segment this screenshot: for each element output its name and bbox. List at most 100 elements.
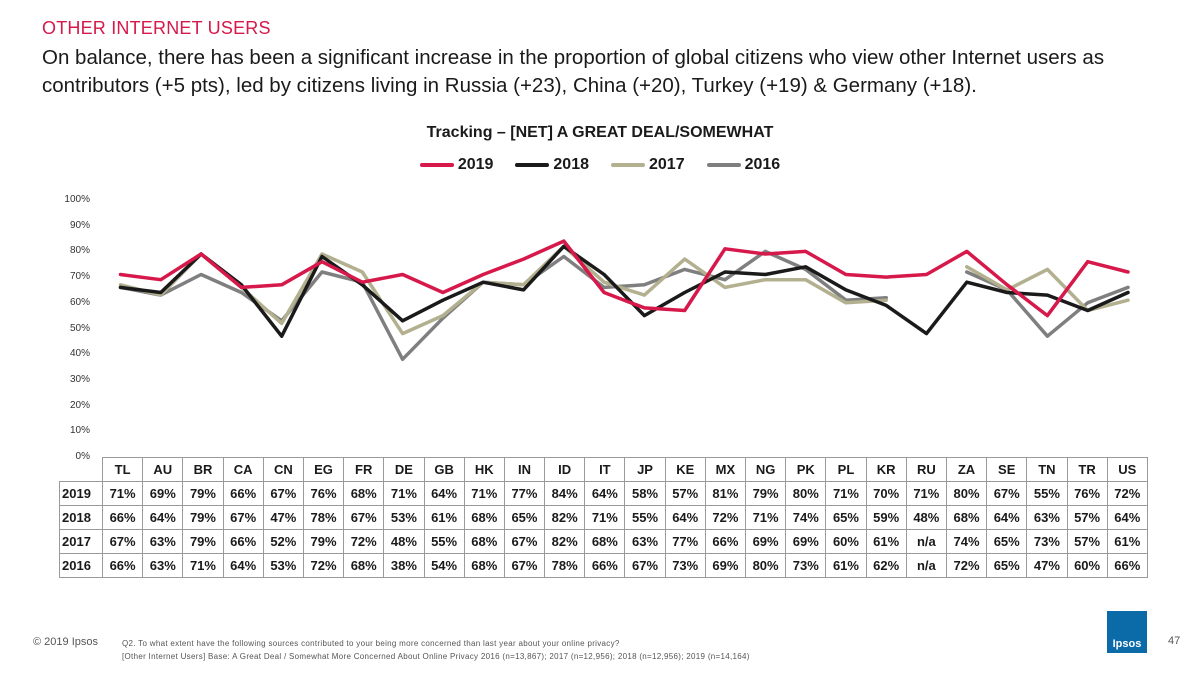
logo-text: Ipsos	[1112, 638, 1142, 650]
column-header-US: US	[1106, 457, 1148, 482]
copyright: © 2019 Ipsos	[33, 636, 98, 648]
table-row-2016: 2016 66% 63% 71% 64% 53% 72% 68% 38% 54% 68% 67% 78%…	[59, 553, 1148, 578]
table-cell: 53%	[383, 505, 425, 530]
point-2017-KR	[884, 298, 888, 302]
y-tick-label: 20%	[69, 399, 90, 411]
table-cell: 47%	[262, 505, 304, 530]
table-cell: 82%	[544, 505, 586, 530]
table-cell: 65%	[986, 529, 1028, 554]
column-header-TN: TN	[1026, 457, 1068, 482]
table-row-2018: 2018 66% 64% 79% 67% 47% 78% 67% 53% 61% 68% 65% 82%…	[59, 505, 1148, 530]
table-cell: 68%	[945, 505, 988, 530]
y-tick-label: 100%	[64, 194, 90, 205]
legend-label-2019: 2019	[457, 156, 494, 173]
table-cell: 79%	[744, 481, 787, 506]
point-2016-IT	[602, 285, 606, 289]
table-cell: n/a	[905, 529, 947, 554]
point-2018-US	[1126, 291, 1130, 294]
table-cell: 53%	[262, 553, 304, 578]
column-header-PL: PL	[825, 457, 867, 482]
table-cell: 66%	[101, 505, 144, 530]
point-2019-PL	[844, 273, 848, 276]
table-cell: 66%	[222, 481, 264, 506]
point-2016-EG	[320, 270, 324, 274]
point-2019-TR	[1086, 260, 1090, 264]
column-header-KE: KE	[664, 457, 706, 482]
table-cell: 55%	[1026, 481, 1068, 506]
point-2018-SE	[1005, 291, 1009, 294]
point-2016-ID	[562, 255, 566, 258]
column-header-PK: PK	[785, 457, 827, 482]
table-cell: 71%	[584, 505, 626, 530]
table-cell: 64%	[222, 553, 264, 578]
legend-label-2016: 2016	[744, 156, 781, 173]
column-header-EG: EG	[302, 457, 345, 482]
column-header-KR: KR	[865, 457, 907, 482]
table-cell: 57%	[1066, 529, 1108, 554]
point-2017-FR	[360, 270, 364, 274]
point-2018-KR	[884, 303, 888, 307]
headline: On balance, there has been a significant…	[42, 46, 1105, 97]
table-cell: 63%	[624, 529, 666, 554]
table-cell: 66%	[584, 553, 626, 578]
table-cell: 76%	[302, 481, 345, 506]
point-2017-US	[1126, 298, 1130, 302]
column-header-ID: ID	[544, 457, 586, 482]
table-cell: 67%	[624, 553, 666, 578]
table-cell: 71%	[744, 505, 787, 530]
table-cell: 71%	[463, 481, 505, 506]
point-2019-ID	[562, 239, 566, 243]
table-cell: 64%	[584, 481, 626, 506]
table-cell: 64%	[423, 481, 465, 506]
footnote-base: [Other Internet Users] Base: A Great Dea…	[122, 652, 750, 661]
legend-label-2017: 2017	[649, 156, 685, 173]
point-2019-GB	[441, 291, 445, 294]
point-2017-DE	[401, 332, 405, 336]
point-2018-ID	[562, 244, 566, 248]
point-2019-MX	[723, 247, 727, 251]
table-cell: 61%	[865, 529, 907, 554]
point-2018-KE	[683, 291, 687, 294]
footnote: Q2. To what extent have the following so…	[122, 637, 750, 663]
point-2018-RU	[925, 332, 928, 336]
table-cell: 66%	[704, 529, 747, 554]
point-2019-SE	[1005, 283, 1009, 287]
table-cell: 68%	[584, 529, 626, 554]
point-2017-ZA	[965, 265, 969, 269]
table-cell: 63%	[1026, 505, 1068, 530]
table-cell: 79%	[182, 529, 224, 554]
table-cell: 71%	[383, 481, 425, 506]
table-cell: 55%	[423, 529, 465, 554]
table-cell: n/a	[905, 553, 947, 578]
table-cell: 79%	[302, 529, 345, 554]
table-cell: 67%	[262, 481, 304, 506]
table-cell: 72%	[704, 505, 747, 530]
table-cell: 71%	[101, 481, 144, 506]
table-cell: 57%	[664, 481, 706, 506]
table-cell: 63%	[142, 529, 184, 554]
point-2017-JP	[642, 293, 646, 297]
column-header-MX: MX	[704, 457, 747, 482]
table-cell: 54%	[423, 553, 465, 578]
y-tick-label: 50%	[69, 322, 90, 334]
table-cell: 77%	[503, 481, 546, 506]
column-header-ZA: ZA	[945, 457, 988, 482]
table-cell: 69%	[785, 529, 827, 554]
series-line-2018	[118, 244, 1130, 338]
table-cell: 73%	[1026, 529, 1068, 554]
table-cell: 64%	[142, 505, 184, 530]
point-2018-ZA	[965, 280, 969, 284]
page-number: 47	[1168, 635, 1181, 647]
legend-item-2019: 2019	[419, 156, 494, 174]
point-2019-ZA	[965, 249, 969, 253]
point-2018-CN	[280, 334, 284, 338]
point-2018-TR	[1086, 309, 1090, 312]
point-2018-AU	[159, 291, 163, 294]
column-header-IT: IT	[584, 457, 626, 482]
column-header-FR: FR	[343, 457, 385, 482]
point-2017-PK	[804, 278, 808, 282]
point-2019-RU	[925, 273, 928, 276]
table-row-2019: 2019 71% 69% 79% 66% 67% 76% 68% 71% 64% 71% 77% 84%…	[59, 481, 1148, 506]
point-2016-MX	[723, 278, 727, 282]
point-2019-FR	[360, 280, 364, 284]
